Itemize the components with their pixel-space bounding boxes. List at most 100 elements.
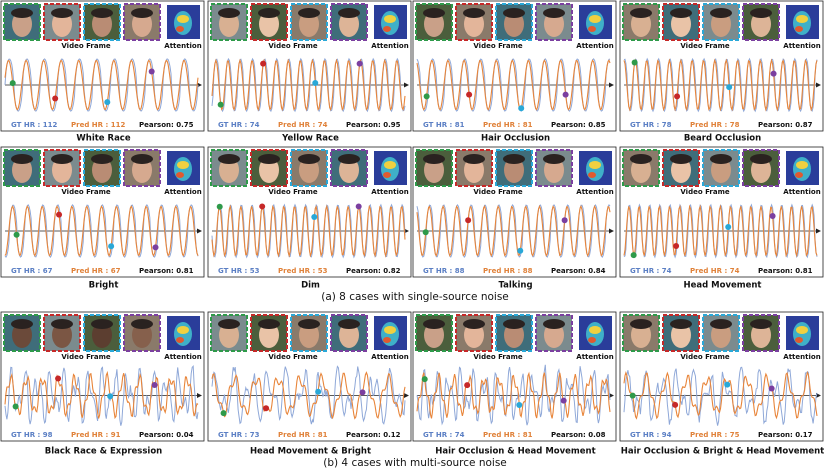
- hair: [258, 319, 280, 329]
- frame-dot: [55, 375, 62, 382]
- frame-border: [415, 3, 453, 41]
- frame-dot: [311, 213, 318, 220]
- frame-border: [43, 314, 81, 352]
- frame-border: [250, 314, 288, 352]
- frame-dot: [674, 93, 681, 100]
- gt-signal: [211, 365, 406, 425]
- panel-caption: Head Movement & Bright: [250, 447, 371, 457]
- hair: [51, 319, 73, 329]
- frame-dot: [108, 243, 115, 250]
- axis-arrow: [816, 393, 821, 398]
- panel: Video Frame Attention GT HR : 81 Pred HR : …: [412, 0, 617, 144]
- face: [52, 157, 72, 183]
- attention-label: Attention: [783, 188, 820, 196]
- attention-label: Attention: [371, 353, 408, 361]
- section-caption: (b) 4 cases with multi-source noise: [323, 457, 507, 469]
- pearson: Pearson: 0.82: [346, 267, 401, 275]
- attention-label: Attention: [783, 353, 820, 361]
- frame-border: [662, 314, 700, 352]
- face: [464, 322, 484, 348]
- panel-border: [412, 146, 617, 278]
- axis-arrow: [816, 82, 821, 88]
- video-frame-label: Video Frame: [680, 42, 730, 50]
- frame-border: [415, 149, 453, 187]
- face: [92, 157, 112, 183]
- attention-hot: [177, 15, 189, 23]
- panel-border: [0, 146, 205, 278]
- pearson: Pearson: 0.75: [139, 121, 194, 129]
- hair: [218, 8, 240, 18]
- hair: [51, 8, 73, 18]
- hair: [670, 319, 692, 329]
- axis-arrow: [197, 228, 202, 234]
- frame-dot: [151, 382, 158, 389]
- frame-dot: [421, 376, 428, 383]
- panel-caption: Head Movement: [684, 281, 762, 291]
- attention-hot: [384, 161, 396, 169]
- gt-hr: GT HR : 74: [423, 431, 465, 439]
- pred-signal: [4, 59, 199, 111]
- pearson: Pearson: 0.84: [551, 267, 606, 275]
- face: [299, 322, 319, 348]
- axis-arrow: [404, 82, 409, 88]
- frame-dot: [356, 60, 363, 67]
- face: [92, 11, 112, 37]
- gt-hr: GT HR : 81: [423, 121, 465, 129]
- face: [259, 322, 279, 348]
- axis-arrow: [609, 228, 614, 234]
- hair: [463, 8, 485, 18]
- face: [464, 157, 484, 183]
- frame-dot: [259, 203, 266, 210]
- hair: [338, 154, 360, 164]
- frame-border: [702, 149, 740, 187]
- frame-dot: [52, 95, 59, 102]
- gt-hr: GT HR : 67: [11, 267, 53, 275]
- hair: [543, 154, 565, 164]
- face: [544, 157, 564, 183]
- panel-caption: White Race: [76, 134, 130, 144]
- hair: [503, 154, 525, 164]
- pred-hr: Pred HR : 81: [483, 121, 533, 129]
- pred-hr: Pred HR : 74: [690, 267, 740, 275]
- hair: [91, 154, 113, 164]
- face: [52, 322, 72, 348]
- frame-dot: [517, 247, 524, 254]
- face: [12, 322, 32, 348]
- frame-dot: [630, 252, 637, 259]
- hair: [11, 319, 33, 329]
- gt-signal: [623, 366, 818, 426]
- frame-border: [123, 149, 161, 187]
- hair: [710, 154, 732, 164]
- frame-dot: [516, 401, 523, 408]
- hair: [750, 154, 772, 164]
- hair: [543, 319, 565, 329]
- frame-border: [742, 314, 780, 352]
- panel: Video Frame Attention GT HR : 88 Pred HR : …: [412, 146, 617, 291]
- frame-border: [210, 149, 248, 187]
- panel: Video Frame Attention GT HR : 67 Pred HR : …: [0, 146, 205, 291]
- attention-hot: [796, 326, 808, 334]
- pearson: Pearson: 0.81: [758, 267, 813, 275]
- attention-label: Attention: [783, 42, 820, 50]
- axis-arrow: [609, 82, 614, 88]
- hair: [750, 8, 772, 18]
- gt-hr: GT HR : 94: [630, 431, 672, 439]
- face: [751, 322, 771, 348]
- frame-dot: [216, 203, 223, 210]
- frame-dot: [355, 203, 362, 210]
- video-frame-label: Video Frame: [473, 353, 523, 361]
- frame-dot: [769, 213, 776, 220]
- section-caption: (a) 8 cases with single-source noise: [321, 291, 509, 303]
- frame-dot: [466, 91, 473, 98]
- pred-hr: Pred HR : 53: [278, 267, 328, 275]
- axis-arrow: [609, 393, 614, 398]
- attention-label: Attention: [164, 353, 201, 361]
- face: [711, 11, 731, 37]
- hair: [298, 319, 320, 329]
- frame-dot: [726, 84, 733, 91]
- frame-dot: [148, 68, 155, 75]
- panel: Video Frame Attention GT HR : 74 Pred HR : …: [619, 146, 824, 291]
- pearson: Pearson: 0.81: [139, 267, 194, 275]
- frame-dot: [312, 79, 319, 86]
